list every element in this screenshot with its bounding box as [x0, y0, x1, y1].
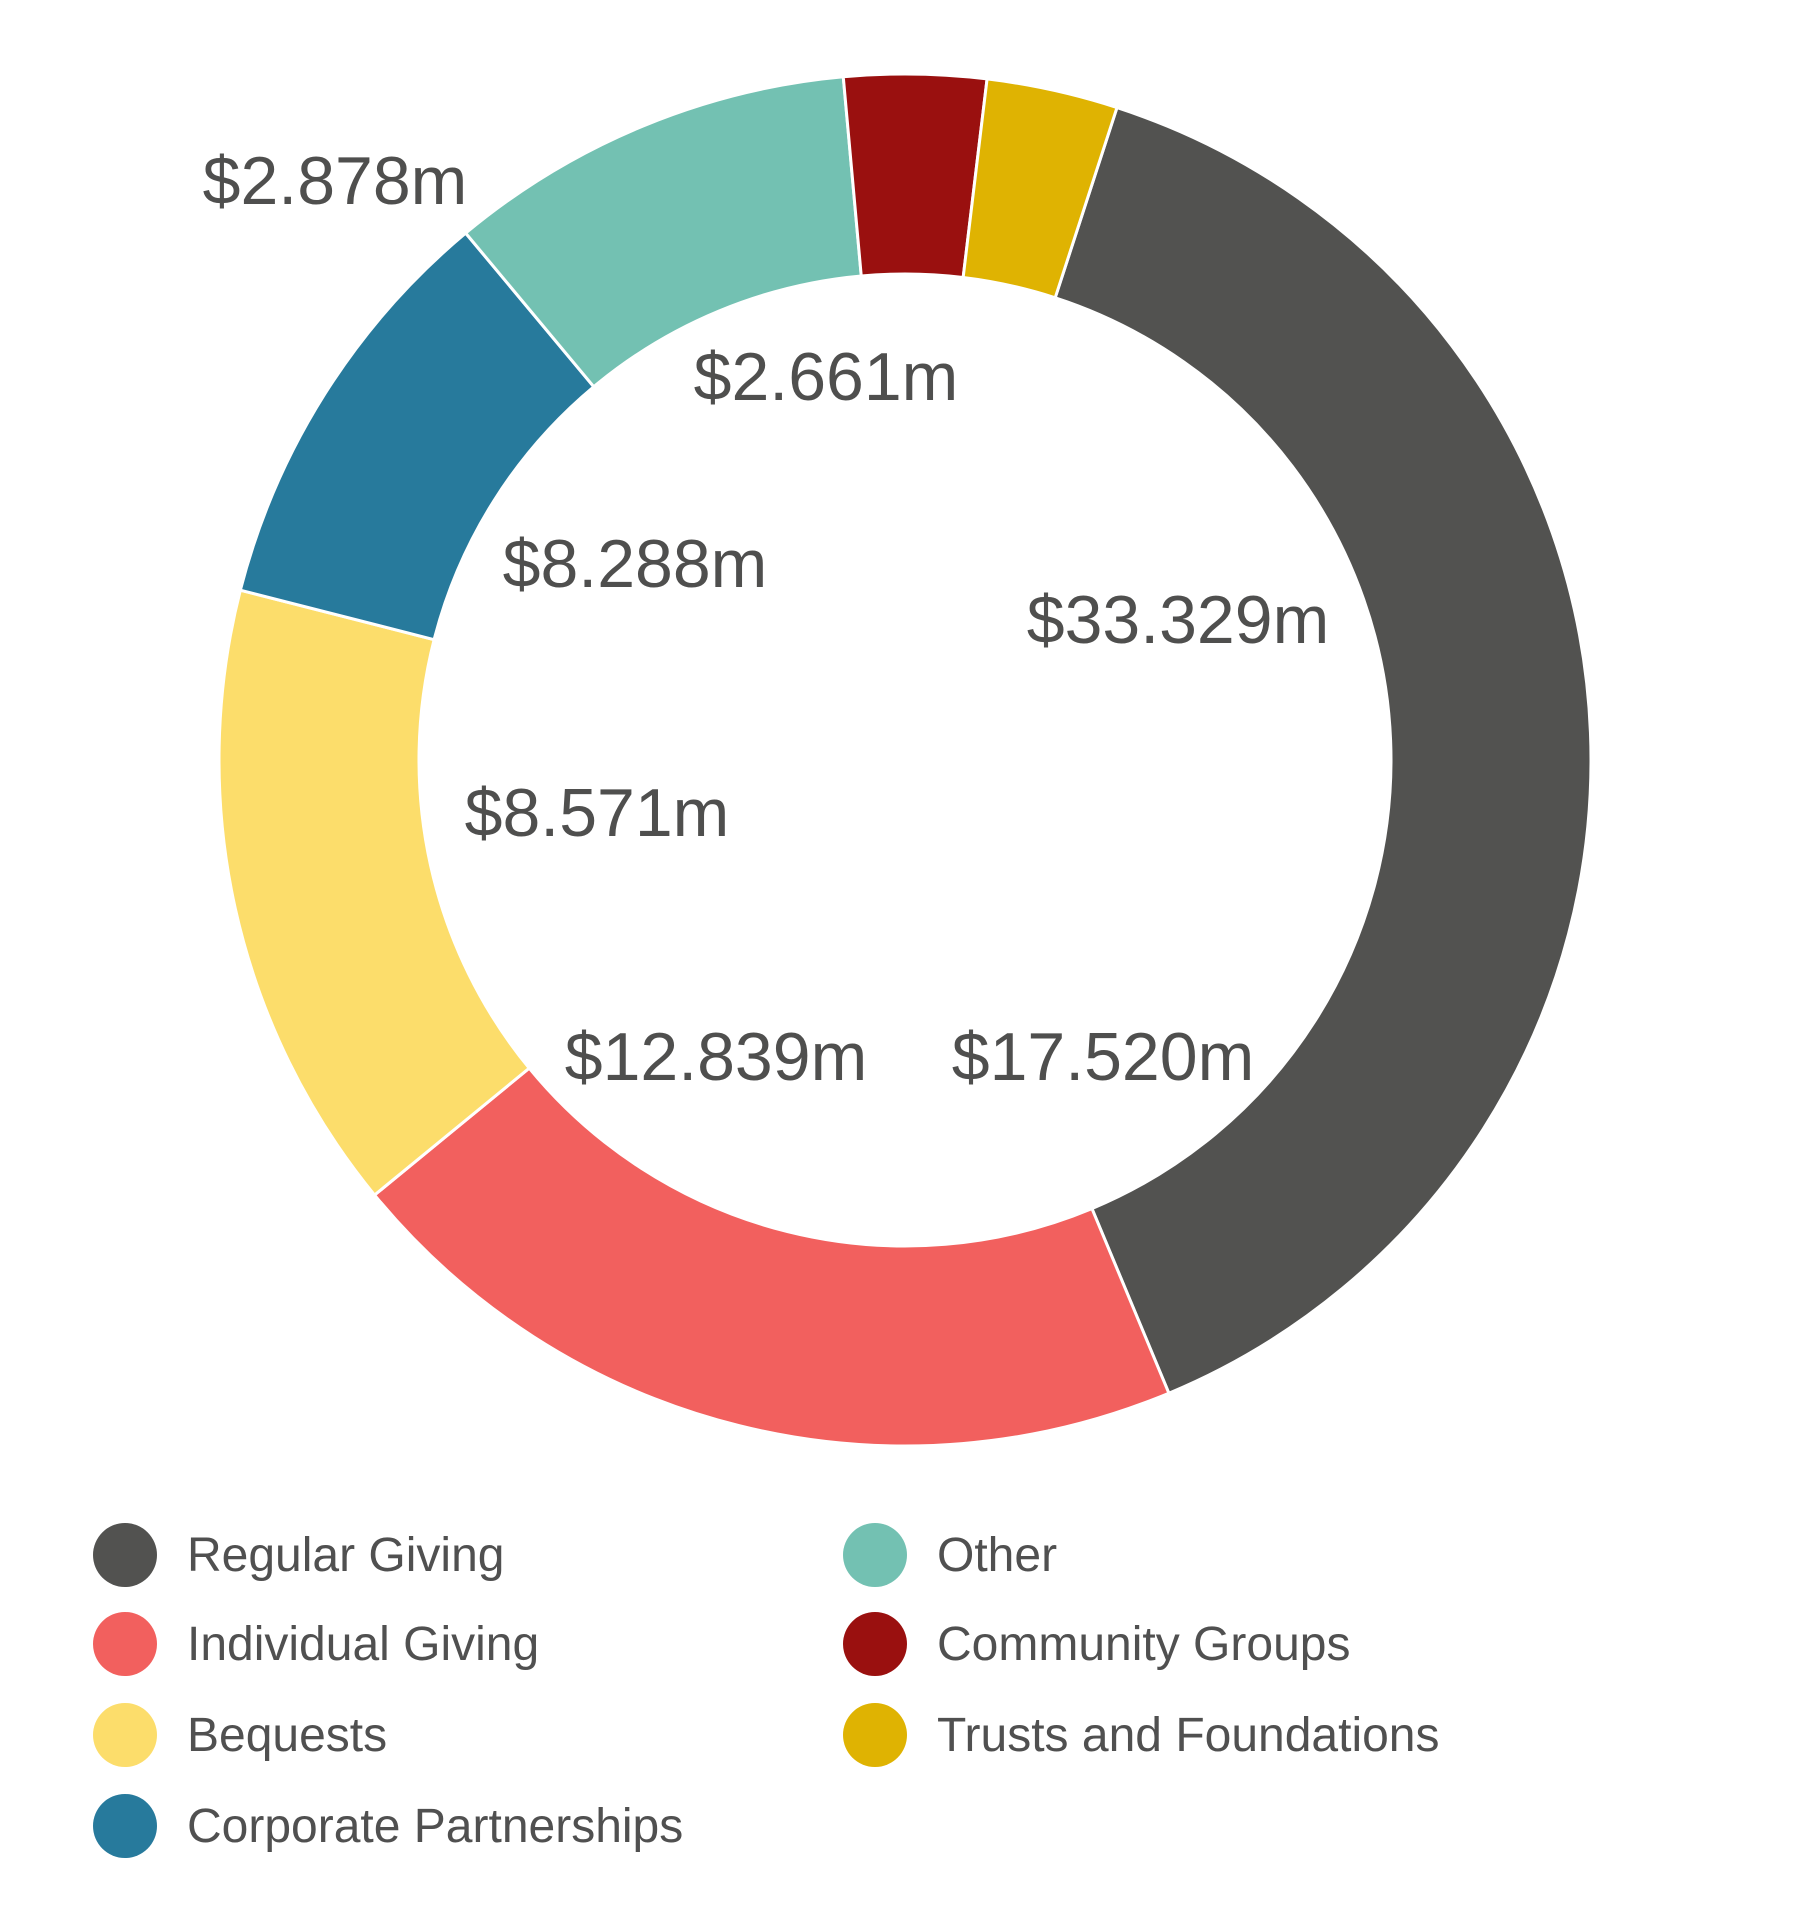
donut-slices: [217, 72, 1593, 1448]
data-label-trusts-and-foundations: $2.661m: [694, 339, 959, 415]
data-label-individual-giving: $17.520m: [952, 1019, 1254, 1095]
slice-bequests: [217, 588, 532, 1198]
slice-labels: $33.329m $17.520m $12.839m $8.571m $8.288m $2…: [203, 143, 1330, 1095]
data-label-bequests: $12.839m: [565, 1019, 867, 1095]
slice-trusts-and-foundations: [961, 77, 1119, 300]
data-label-regular-giving: $33.329m: [1027, 582, 1329, 658]
slice-regular-giving: [1053, 105, 1593, 1396]
data-label-corporate-partnerships: $8.571m: [465, 775, 730, 851]
data-label-community-groups: $2.878m: [203, 143, 468, 219]
data-label-other: $8.288m: [503, 526, 768, 602]
slice-individual-giving: [372, 1066, 1171, 1448]
